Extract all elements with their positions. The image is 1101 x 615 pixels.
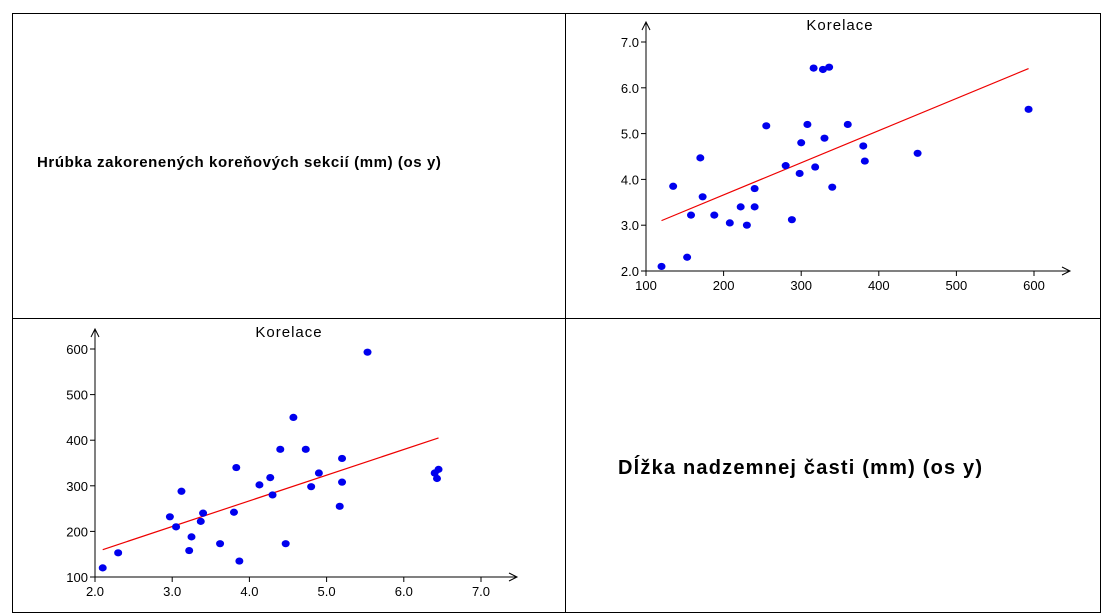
- diagonal-label-shoot-length: Dĺžka nadzemnej časti (mm) (os y): [618, 457, 984, 479]
- top-y-tick-label: 3.0: [621, 218, 639, 233]
- top-data-point: [797, 139, 806, 147]
- top-data-point: [860, 157, 869, 165]
- bottom-y-tick-label: 200: [66, 524, 88, 539]
- bottom-x-tick-label: 6.0: [395, 584, 413, 599]
- top-data-point: [698, 193, 707, 201]
- bottom-data-point: [338, 478, 347, 486]
- bottom-data-point: [196, 517, 205, 525]
- bottom-chart-title: Korelace: [255, 324, 322, 341]
- bottom-data-point: [266, 473, 275, 482]
- bottom-data-point: [289, 413, 298, 421]
- top-data-point: [669, 182, 678, 190]
- top-data-point: [710, 211, 719, 219]
- top-data-point: [736, 203, 745, 211]
- top-data-point: [725, 219, 734, 227]
- bottom-data-point: [307, 483, 316, 491]
- top-data-point: [795, 169, 804, 178]
- bottom-data-point: [185, 546, 194, 555]
- top-data-point: [683, 253, 692, 261]
- top-data-point: [742, 221, 751, 229]
- bottom-chart: Korelace 2.0 3.0 4.0 5.0 6.0 7.0 100 200 300 400 50…: [66, 324, 519, 599]
- bottom-data-point: [276, 445, 285, 453]
- bottom-data-point: [114, 549, 123, 557]
- bottom-data-point: [199, 509, 208, 517]
- top-data-point: [843, 120, 852, 129]
- bottom-data-point: [281, 540, 290, 548]
- bottom-data-point: [172, 523, 181, 531]
- bottom-data-point: [314, 469, 323, 477]
- bottom-data-point: [235, 557, 244, 565]
- top-x-tick-label: 200: [713, 278, 735, 293]
- top-data-point: [809, 64, 818, 72]
- bottom-data-point: [98, 564, 107, 572]
- bottom-y-tick-label: 400: [66, 433, 88, 448]
- top-x-tick-label: 500: [946, 278, 968, 293]
- top-y-tick-label: 6.0: [621, 81, 639, 96]
- matrix-divider-vertical: [565, 13, 566, 613]
- top-data-point: [828, 183, 837, 191]
- bottom-y-axis-arrow: [90, 327, 100, 338]
- bottom-data-point: [165, 513, 174, 521]
- bottom-data-point: [363, 348, 372, 356]
- matrix-divider-horizontal: [12, 318, 1101, 319]
- top-data-point: [762, 122, 771, 130]
- top-x-tick-label: 300: [790, 278, 812, 293]
- bottom-data-point: [229, 508, 238, 516]
- bottom-x-tick-label: 4.0: [240, 584, 258, 599]
- bottom-x-tick-label: 2.0: [86, 584, 104, 599]
- bottom-x-axis-arrow: [508, 572, 519, 582]
- top-data-point: [811, 163, 820, 171]
- top-data-point: [859, 142, 868, 150]
- top-x-tick-label: 100: [635, 278, 657, 293]
- top-data-point: [825, 63, 834, 71]
- top-data-point: [1024, 105, 1033, 113]
- top-data-point: [657, 262, 666, 271]
- bottom-data-point: [335, 502, 344, 510]
- bottom-data-point: [301, 445, 310, 453]
- bottom-y-tick-label: 100: [66, 570, 88, 585]
- bottom-y-tick-label: 600: [66, 342, 88, 357]
- top-x-tick-label: 600: [1023, 278, 1045, 293]
- top-data-point: [696, 154, 705, 162]
- top-y-tick-label: 5.0: [621, 127, 639, 142]
- bottom-data-point: [177, 487, 186, 495]
- top-data-point: [820, 134, 829, 142]
- top-data-point: [781, 162, 790, 170]
- bottom-x-tick-label: 3.0: [163, 584, 181, 599]
- bottom-x-tick-label: 7.0: [472, 584, 490, 599]
- bottom-data-point: [432, 474, 441, 483]
- top-data-point: [687, 211, 696, 219]
- top-y-tick-label: 4.0: [621, 172, 639, 187]
- bottom-y-tick-label: 500: [66, 388, 88, 403]
- top-x-tick-label: 400: [868, 278, 890, 293]
- bottom-data-point: [268, 491, 277, 499]
- bottom-y-tick-label: 300: [66, 479, 88, 494]
- bottom-data-point: [434, 465, 443, 473]
- bottom-x-tick-label: 5.0: [318, 584, 336, 599]
- top-y-axis-arrow: [641, 20, 651, 31]
- top-chart-title: Korelace: [806, 17, 873, 34]
- top-data-point: [818, 65, 827, 74]
- diagonal-label-root-thickness: Hrúbka zakorenených koreňových sekcií (m…: [37, 154, 442, 171]
- top-data-point: [803, 120, 812, 129]
- bottom-data-point: [255, 481, 264, 489]
- bottom-data-point: [187, 533, 196, 541]
- top-data-point: [913, 149, 922, 157]
- top-y-tick-label: 7.0: [621, 35, 639, 50]
- top-data-point: [750, 203, 759, 211]
- bottom-data-point: [338, 454, 347, 463]
- top-regression-line: [661, 68, 1029, 222]
- bottom-data-point: [216, 540, 225, 548]
- top-y-tick-label: 2.0: [621, 264, 639, 279]
- bottom-data-point: [232, 463, 241, 472]
- top-data-point: [787, 216, 796, 224]
- top-x-axis-arrow: [1061, 266, 1072, 276]
- top-data-point: [750, 184, 759, 193]
- top-chart: Korelace 100 200 300 400 500 600 2.0 3.0 4.0 5.0 6.…: [621, 17, 1072, 293]
